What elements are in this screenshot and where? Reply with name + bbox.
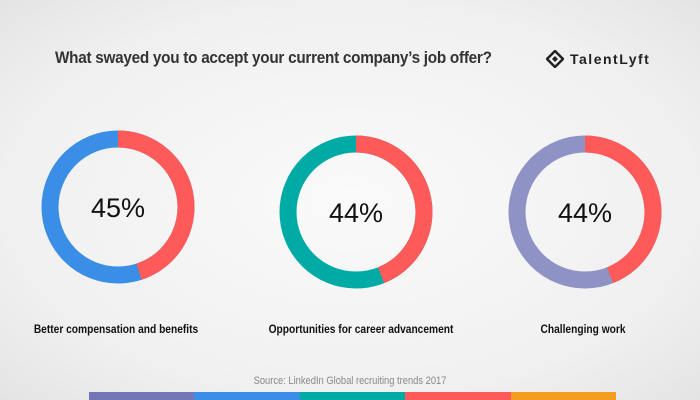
donut-value-segment: [355, 135, 433, 284]
donut-value-label: 45%: [91, 193, 145, 223]
footer-bar-segment: [405, 392, 511, 400]
source-note: Source: LinkedIn Global recruiting trend…: [253, 375, 447, 387]
page-title: What swayed you to accept your current c…: [55, 48, 492, 67]
footer-bar-segment: [89, 392, 195, 400]
donut-value-label: 44%: [329, 198, 383, 228]
donut-value-segment: [584, 135, 662, 284]
category-label: Opportunities for career advancement: [268, 322, 454, 336]
category-label: Challenging work: [540, 322, 626, 336]
donut-value-label: 44%: [558, 198, 612, 228]
logo-text: TalentLyft: [570, 51, 651, 67]
footer-bar-segment: [510, 392, 617, 400]
donut-value-segment: [117, 130, 195, 280]
footer-bar-segment: [194, 392, 300, 400]
diamond-logo-icon: [546, 50, 564, 68]
footer-bar-segment: [299, 392, 406, 400]
footer-color-bar: [89, 392, 617, 400]
logo: TalentLyft: [546, 50, 650, 68]
category-label: Better compensation and benefits: [33, 322, 199, 336]
